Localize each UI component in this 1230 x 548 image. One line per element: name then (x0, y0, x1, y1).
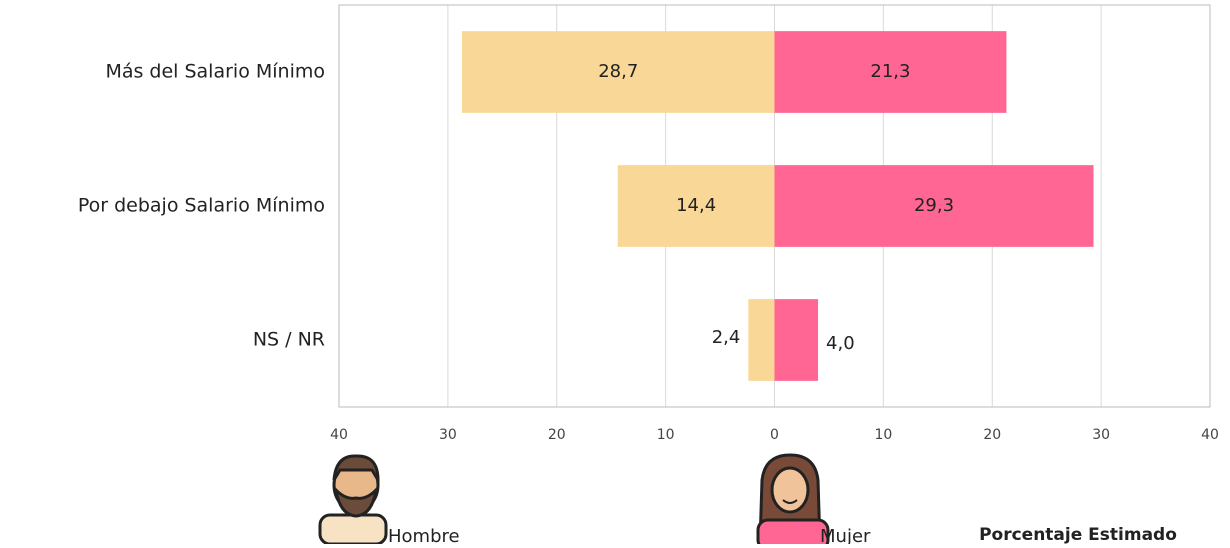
legend-label: Mujer (820, 526, 871, 544)
x-tick-label: 30 (439, 427, 457, 443)
value-label: 14,4 (676, 195, 716, 216)
bar (774, 31, 1007, 113)
category-label: NS / NR (253, 329, 325, 351)
x-tick-label: 0 (770, 427, 779, 443)
plot-frame (338, 4, 1211, 408)
category-label: Por debajo Salario Mínimo (78, 195, 325, 217)
value-label: 21,3 (870, 61, 910, 82)
x-axis-label: Porcentaje Estimado (979, 525, 1177, 544)
x-tick-label: 10 (657, 427, 675, 443)
bar (748, 299, 775, 381)
x-tick-label: 30 (1092, 427, 1110, 443)
value-label: 4,0 (826, 333, 855, 354)
mujer-icon (756, 453, 830, 548)
x-tick-label: 10 (874, 427, 892, 443)
bar (462, 31, 775, 113)
bar (774, 165, 1094, 247)
bar (774, 299, 819, 381)
category-label: Más del Salario Mínimo (105, 61, 325, 83)
legend-label: Hombre (388, 526, 460, 544)
hombre-icon (318, 454, 388, 546)
value-label: 28,7 (598, 61, 638, 82)
bar (617, 165, 775, 247)
x-tick-label: 40 (330, 427, 348, 443)
x-tick-label: 20 (983, 427, 1001, 443)
x-tick-label: 40 (1201, 427, 1219, 443)
x-tick-label: 20 (548, 427, 566, 443)
value-label: 2,4 (712, 327, 741, 348)
value-label: 29,3 (914, 195, 954, 216)
